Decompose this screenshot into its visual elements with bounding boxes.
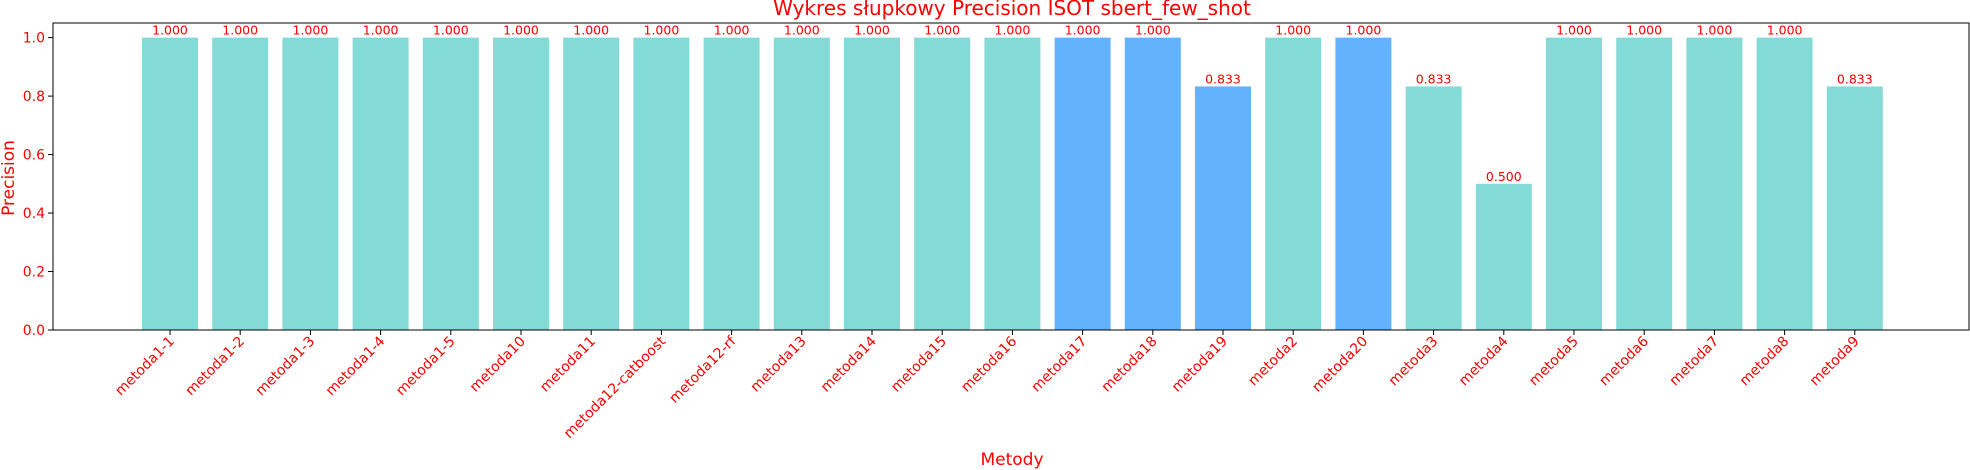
bar-metoda15 xyxy=(914,37,971,330)
y-tick-label: 0.0 xyxy=(23,323,45,339)
plot-frame xyxy=(52,22,1970,331)
value-label-metoda8: 1.000 xyxy=(1767,23,1803,38)
y-axis-label: Precision xyxy=(0,140,19,216)
y-tick-label: 0.2 xyxy=(23,265,45,281)
bar-metoda7 xyxy=(1686,37,1743,330)
x-tick-label: metoda13 xyxy=(748,334,810,396)
bar-metoda1-5 xyxy=(422,37,479,330)
bar-metoda1-4 xyxy=(352,37,409,330)
x-tick-label: metoda15 xyxy=(888,334,950,396)
y-axis: 0.0 0.2 0.4 0.6 0.8 1.0 xyxy=(23,31,53,339)
bars-group xyxy=(142,37,1883,331)
value-label-metoda12-rf: 1.000 xyxy=(714,23,750,38)
bar-metoda17 xyxy=(1054,37,1111,330)
x-tick-label: metoda1-5 xyxy=(393,334,459,400)
x-tick-label: metoda20 xyxy=(1309,334,1371,396)
value-label-metoda11: 1.000 xyxy=(573,23,609,38)
value-label-metoda4: 0.500 xyxy=(1486,169,1522,184)
x-axis-label: Metody xyxy=(980,450,1043,470)
chart-title: Wykres słupkowy Precision ISOT sbert_few… xyxy=(773,0,1251,20)
x-tick-label: metoda12-rf xyxy=(666,333,740,407)
value-label-metoda14: 1.000 xyxy=(854,23,890,38)
value-label-metoda10: 1.000 xyxy=(503,23,539,38)
value-label-metoda13: 1.000 xyxy=(784,23,820,38)
x-tick-label: metoda8 xyxy=(1737,334,1793,390)
x-tick-label: metoda17 xyxy=(1028,334,1090,396)
bar-metoda18 xyxy=(1124,37,1181,330)
value-labels-group: 1.000 1.000 1.000 1.000 1.000 1.000 1.000 1.000… xyxy=(152,23,1873,184)
bar-metoda10 xyxy=(493,37,549,330)
bar-metoda11 xyxy=(563,37,620,330)
bar-metoda5 xyxy=(1546,37,1602,330)
bar-metoda14 xyxy=(844,37,900,330)
bar-metoda1-3 xyxy=(282,37,339,330)
value-label-metoda19: 0.833 xyxy=(1205,71,1241,86)
x-tick-label: metoda3 xyxy=(1386,334,1442,390)
x-tick-label: metoda9 xyxy=(1807,334,1863,390)
y-tick-label: 0.4 xyxy=(23,206,45,222)
x-axis: metoda1-1 metoda1-2 metoda1-3 metoda1-4 meto… xyxy=(112,330,1863,442)
bar-metoda12-rf xyxy=(703,37,760,330)
x-tick-label: metoda19 xyxy=(1169,334,1231,396)
x-tick-label: metoda16 xyxy=(958,333,1020,395)
bar-metoda19 xyxy=(1195,86,1251,331)
value-label-metoda7: 1.000 xyxy=(1697,23,1733,38)
value-label-metoda6: 1.000 xyxy=(1626,23,1662,38)
x-tick-label: metoda5 xyxy=(1526,334,1582,390)
bar-metoda3 xyxy=(1405,86,1462,331)
value-label-metoda18: 1.000 xyxy=(1135,23,1171,38)
y-tick-label: 1.0 xyxy=(23,31,45,47)
y-tick-label: 0.8 xyxy=(23,89,45,105)
value-label-metoda1-5: 1.000 xyxy=(433,23,469,38)
value-label-metoda17: 1.000 xyxy=(1065,23,1101,38)
x-tick-label: metoda1-1 xyxy=(112,334,178,400)
bar-metoda20 xyxy=(1335,37,1392,330)
bar-metoda1-1 xyxy=(142,37,198,330)
bar-metoda9 xyxy=(1826,86,1883,331)
bar-metoda4 xyxy=(1475,183,1532,330)
x-tick-label: metoda11 xyxy=(537,334,599,396)
bar-metoda8 xyxy=(1756,37,1813,330)
value-label-metoda3: 0.833 xyxy=(1416,71,1452,86)
y-tick-label: 0.6 xyxy=(23,148,45,164)
value-label-metoda2: 1.000 xyxy=(1275,23,1311,38)
value-label-metoda16: 1.000 xyxy=(995,23,1031,38)
x-tick-label: metoda1-4 xyxy=(323,333,389,399)
value-label-metoda1-1: 1.000 xyxy=(152,23,188,38)
x-tick-label: metoda10 xyxy=(467,334,529,396)
bar-metoda1-2 xyxy=(212,37,269,330)
x-tick-label: metoda4 xyxy=(1456,333,1512,389)
bar-metoda13 xyxy=(773,37,830,330)
bar-metoda2 xyxy=(1265,37,1322,330)
bar-metoda6 xyxy=(1616,37,1673,330)
value-label-metoda1-4: 1.000 xyxy=(363,23,399,38)
x-tick-label: metoda18 xyxy=(1099,334,1161,396)
x-tick-label: metoda7 xyxy=(1667,334,1723,390)
value-label-metoda1-3: 1.000 xyxy=(293,23,329,38)
value-label-metoda15: 1.000 xyxy=(924,23,960,38)
x-tick-label: metoda1-2 xyxy=(183,334,249,400)
value-label-metoda20: 1.000 xyxy=(1346,23,1382,38)
bar-metoda16 xyxy=(984,37,1041,330)
x-tick-label: metoda14 xyxy=(818,333,880,395)
x-tick-label: metoda1-3 xyxy=(253,334,319,400)
bar-metoda12-catboost xyxy=(633,37,690,330)
value-label-metoda5: 1.000 xyxy=(1556,23,1592,38)
value-label-metoda12-catboost: 1.000 xyxy=(644,23,680,38)
value-label-metoda9: 0.833 xyxy=(1837,71,1873,86)
x-tick-label: metoda2 xyxy=(1245,334,1301,390)
value-label-metoda1-2: 1.000 xyxy=(222,23,258,38)
x-tick-label: metoda6 xyxy=(1596,333,1652,389)
